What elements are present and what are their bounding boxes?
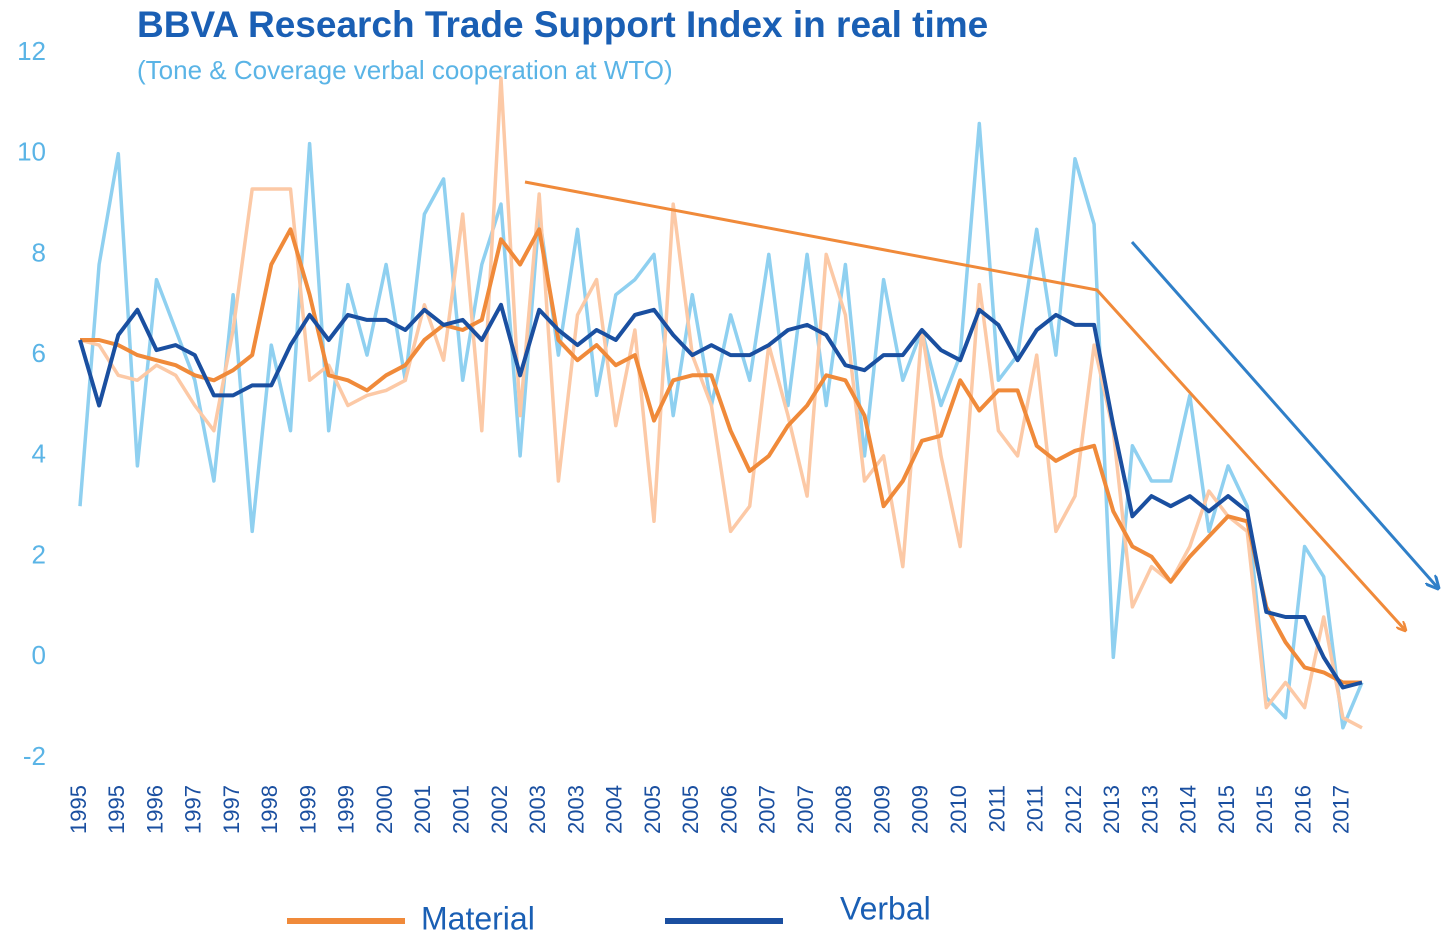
x-tick-label: 2007: [755, 785, 780, 834]
y-tick-label: 10: [17, 137, 46, 167]
chart-subtitle: (Tone & Coverage verbal cooperation at W…: [137, 55, 673, 85]
x-tick-label: 2011: [984, 785, 1009, 832]
legend-label: Verbal: [840, 890, 931, 926]
x-tick-label: 2003: [563, 785, 588, 834]
x-tick-label: 1995: [66, 785, 91, 834]
x-tick-label: 2004: [602, 785, 627, 834]
y-tick-label: 12: [17, 36, 46, 66]
x-tick-label: 1997: [219, 785, 244, 834]
x-tick-label: 1997: [181, 785, 206, 834]
y-tick-label: 6: [32, 338, 46, 368]
series-line: [79, 76, 1363, 730]
x-tick-label: 1999: [295, 785, 320, 834]
y-tick-label: -2: [23, 741, 46, 771]
x-tick-label: 2005: [640, 785, 665, 834]
x-tick-label: 2007: [793, 785, 818, 834]
series-line: [80, 227, 1362, 685]
trend-arrow: [1130, 241, 1438, 588]
x-tick-label: 2009: [869, 785, 894, 834]
legend-label: Material: [421, 900, 535, 934]
x-tick-label: 2002: [487, 785, 512, 834]
x-tick-label: 2013: [1099, 785, 1124, 834]
x-tick-label: 1999: [334, 785, 359, 834]
x-tick-label: 1998: [257, 785, 282, 834]
x-tick-label: 2009: [908, 785, 933, 834]
x-tick-label: 2001: [448, 785, 473, 834]
plot-area: -2 0 2 4 6 8 10 12 1995 1995 1996 1997 1997 1998 1999 1…: [17, 36, 1364, 834]
x-tick-label: 2017: [1329, 785, 1354, 834]
chart-title: BBVA Research Trade Support Index in rea…: [137, 4, 988, 45]
trend-arrow: [524, 180, 1405, 630]
x-tick-label: 2003: [525, 785, 550, 834]
x-tick-label: 1996: [142, 785, 167, 834]
legend: Material Verbal: [287, 890, 931, 934]
y-tick-label: 4: [32, 439, 46, 469]
x-tick-label: 2005: [678, 785, 703, 834]
y-tick-label: 0: [32, 640, 46, 670]
x-tick-label: 2008: [831, 785, 856, 834]
x-tick-label: 2013: [1137, 785, 1162, 834]
x-tick-label: 1995: [104, 785, 129, 834]
x-tick-label: 2015: [1214, 785, 1239, 834]
x-tick-label: 2000: [372, 785, 397, 834]
series-line: [78, 302, 1363, 690]
x-tick-label: 2016: [1290, 785, 1315, 834]
x-tick-label: 2010: [946, 785, 971, 834]
x-tick-label: 2011: [1023, 785, 1048, 832]
trend-arrows: [524, 180, 1438, 630]
x-tick-label: 2001: [410, 785, 435, 834]
x-tick-label: 2006: [716, 785, 741, 834]
y-tick-label: 2: [32, 539, 46, 569]
x-tick-label: 2014: [1176, 785, 1201, 834]
x-tick-label: 2015: [1252, 785, 1277, 834]
y-tick-label: 8: [32, 237, 46, 267]
series-line: [78, 121, 1364, 730]
x-tick-label: 2012: [1061, 785, 1086, 834]
